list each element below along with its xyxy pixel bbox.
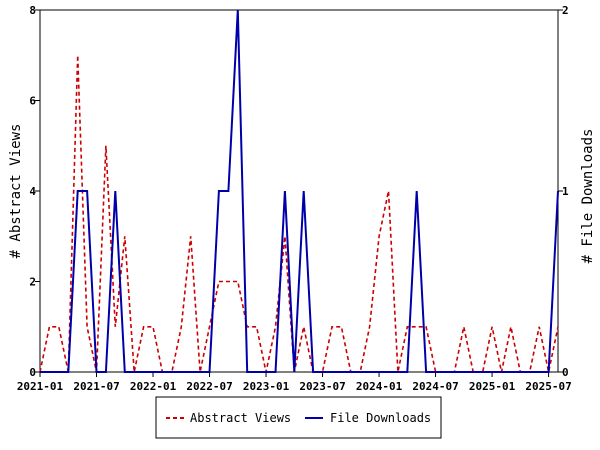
- legend-box: [155, 396, 442, 439]
- y-left-tick-label: 6: [29, 95, 36, 108]
- file-downloads-series: [40, 9, 559, 373]
- x-tick-label: 2025-07: [525, 380, 571, 393]
- x-tick-label: 2022-01: [130, 380, 177, 393]
- file-downloads-line: [40, 9, 559, 373]
- y-left-tick-label: 2: [29, 276, 36, 289]
- x-tick-label: 2024-07: [412, 380, 458, 393]
- abstract-views-line: [39, 55, 559, 373]
- legend-label-views: Abstract Views: [190, 411, 291, 425]
- y-right-tick-label: 2: [562, 4, 569, 17]
- plot-area: [39, 9, 559, 373]
- y-right-tick-label: 0: [562, 366, 569, 379]
- x-tick-label: 2021-01: [17, 380, 64, 393]
- legend: Abstract Views File Downloads: [155, 396, 442, 439]
- x-tick-label: 2022-07: [186, 380, 232, 393]
- y-left-tick-label: 4: [29, 185, 36, 198]
- y-left-tick-label: 0: [29, 366, 36, 379]
- x-tick-label: 2021-07: [73, 380, 119, 393]
- y-right-tick-label: 1: [562, 185, 569, 198]
- right-axis-title: # File Downloads: [580, 129, 596, 264]
- x-tick-label: 2023-01: [243, 380, 290, 393]
- abstract-views-series: [39, 55, 559, 373]
- x-tick-label: 2025-01: [469, 380, 516, 393]
- x-tick-label: 2024-01: [356, 380, 403, 393]
- left-axis-title: # Abstract Views: [8, 124, 24, 259]
- legend-label-downloads: File Downloads: [330, 411, 431, 425]
- y-left-tick-label: 8: [29, 4, 36, 17]
- axes: 2021-01 2021-07 2022-01 2022-07 2023-01 2023-…: [17, 4, 572, 393]
- x-tick-label: 2023-07: [299, 380, 345, 393]
